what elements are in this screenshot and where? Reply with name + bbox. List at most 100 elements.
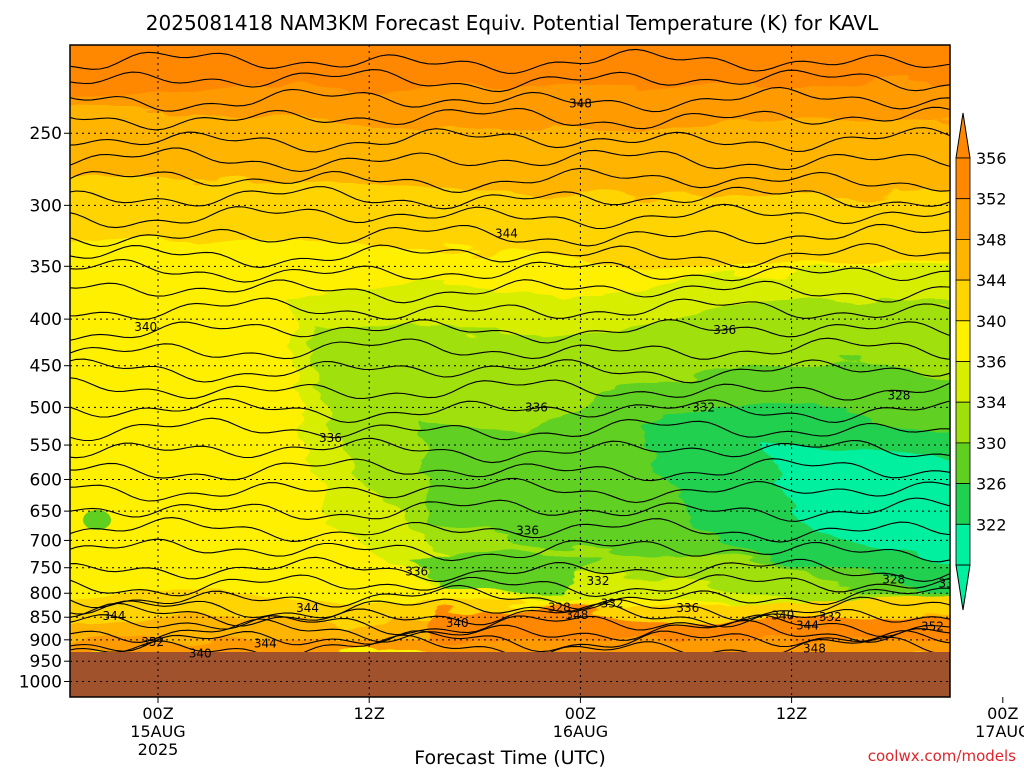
- contour-line: [70, 417, 950, 442]
- y-tick-label: 500: [30, 398, 62, 418]
- band-blob-left: [83, 510, 111, 530]
- contour-line: [70, 398, 950, 424]
- contour-label: 348: [803, 642, 826, 656]
- x-tick-label: 00Z: [987, 704, 1018, 723]
- contour-line: [70, 377, 950, 401]
- contour-label: 340: [771, 608, 794, 622]
- colorbar-label: 326: [976, 475, 1007, 494]
- band-upper-340: [70, 175, 950, 270]
- y-tick-label: 650: [30, 502, 62, 522]
- contour-label: 336: [319, 431, 342, 445]
- y-tick-label: 300: [30, 196, 62, 216]
- contour-line: [70, 69, 950, 93]
- contour-label: 340: [134, 320, 157, 334]
- x-tick-date: 17AUG: [975, 722, 1024, 741]
- colorbar: 356 352 348 344 340 336 334 330 326 322: [955, 112, 1007, 611]
- colorbar-segment: [955, 157, 971, 200]
- contour-label: 352: [921, 619, 944, 633]
- contour-label: 336: [525, 400, 548, 414]
- contour-label: 328: [888, 388, 911, 402]
- contour-line: [70, 458, 950, 482]
- colorbar-segment: [955, 442, 971, 484]
- colorbar-arrow-top: [955, 112, 971, 159]
- colorbar-label: 330: [976, 434, 1007, 453]
- colorbar-segment: [955, 320, 971, 362]
- x-tick-label: 00Z: [142, 704, 173, 723]
- contour-line: [70, 574, 950, 598]
- contour-line: [70, 437, 950, 464]
- contour-line: [70, 517, 950, 543]
- colorbar-label: 344: [976, 271, 1007, 290]
- contour-line: [70, 337, 950, 360]
- contour-label: 340: [446, 616, 469, 630]
- contour-label: 340: [189, 647, 212, 661]
- ground-fill: [70, 652, 950, 697]
- contour-line: [70, 106, 950, 131]
- contour-label: 332: [587, 574, 610, 588]
- contour-line: [70, 319, 950, 344]
- y-axis: 250 300 350 400 450 500 550 600 650 700 750 800 850 9…: [19, 124, 70, 692]
- colorbar-segment: [955, 483, 971, 525]
- contour-line: [70, 596, 950, 621]
- contour-label: 344: [796, 619, 819, 633]
- contour-line: [70, 127, 950, 153]
- contour-line: [70, 86, 950, 113]
- x-tick-year: 2025: [138, 740, 179, 759]
- y-tick-label: 950: [30, 652, 62, 672]
- x-tick-label: 12Z: [776, 704, 807, 723]
- colorbar-segment: [955, 279, 971, 322]
- contour-labels: 3483443363403363363323283363243363363323…: [103, 97, 962, 661]
- x-axis: 00Z15AUG202512Z00Z16AUG12Z00Z17AUG: [130, 697, 1024, 759]
- colorbar-segment: [955, 523, 971, 566]
- y-tick-label: 600: [30, 470, 62, 490]
- contour-label: 348: [565, 608, 588, 622]
- y-tick-label: 800: [30, 584, 62, 604]
- contour-label: 332: [601, 596, 624, 610]
- band-low-322: [760, 440, 950, 560]
- colorbar-label: 352: [976, 190, 1007, 209]
- contour-label: 336: [516, 524, 539, 538]
- colorbar-label: 340: [976, 312, 1007, 331]
- colorbar-label: 334: [976, 393, 1007, 412]
- band-upper-352: [70, 45, 950, 95]
- contour-line: [70, 538, 950, 563]
- y-tick-label: 450: [30, 357, 62, 377]
- contour-line: [70, 147, 950, 173]
- contour-line: [70, 167, 950, 193]
- contour-label: 328: [882, 573, 905, 587]
- colorbar-label: 322: [976, 515, 1007, 534]
- contour-line: [70, 242, 950, 268]
- contour-line: [70, 358, 950, 384]
- contour-label: 332: [819, 610, 842, 624]
- colorbar-segment: [955, 401, 971, 444]
- contour-line: [70, 618, 950, 643]
- plot-area: 3483443363403363363323283363243363363323…: [70, 45, 962, 697]
- contour-lines: [70, 48, 950, 659]
- contour-line: [70, 279, 950, 304]
- colorbar-arrow-bottom: [955, 564, 971, 611]
- contour-label: 344: [495, 226, 518, 240]
- x-tick-date: 15AUG: [130, 722, 185, 741]
- y-tick-label: 700: [30, 531, 62, 551]
- contour-label: 344: [254, 636, 277, 650]
- contour-line: [70, 477, 950, 504]
- y-tick-label: 350: [30, 257, 62, 277]
- contour-label: 344: [296, 601, 319, 615]
- contour-line: [70, 556, 950, 583]
- x-tick-label: 00Z: [565, 704, 596, 723]
- grid-lines: [70, 45, 950, 697]
- x-tick-label: 12Z: [354, 704, 385, 723]
- colorbar-label: 348: [976, 230, 1007, 249]
- x-axis-title: Forecast Time (UTC): [414, 747, 605, 768]
- y-tick-label: 1000: [19, 672, 62, 692]
- contour-label: 352: [141, 635, 164, 649]
- contour-label: 328: [548, 600, 571, 614]
- contour-line: [70, 497, 950, 522]
- contour-line: [70, 186, 950, 210]
- y-tick-label: 250: [30, 124, 62, 144]
- contour-line: [70, 297, 950, 320]
- contour-line: [70, 223, 950, 248]
- contour-label: 336: [939, 577, 962, 591]
- colorbar-segment: [955, 238, 971, 281]
